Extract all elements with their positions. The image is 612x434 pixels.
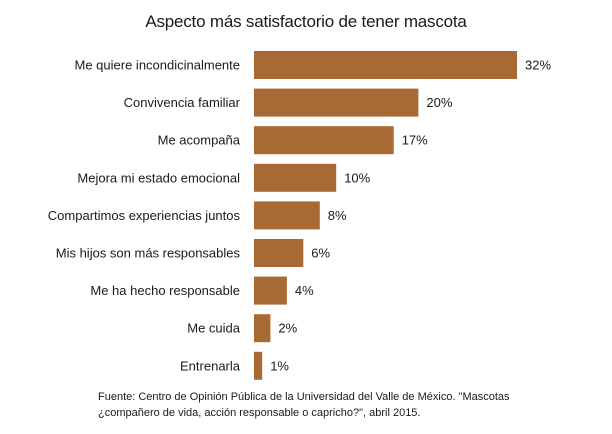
category-label: Me cuida	[187, 321, 241, 336]
source-note: Fuente: Centro de Opinión Pública de la …	[98, 389, 578, 421]
value-label: 2%	[278, 321, 297, 336]
source-line-2: ¿compañero de vida, acción responsable o…	[98, 407, 421, 419]
source-line-1: Fuente: Centro de Opinión Pública de la …	[98, 391, 510, 403]
value-label: 4%	[295, 283, 314, 298]
category-label: Convivencia familiar	[124, 95, 241, 110]
category-label: Mejora mi estado emocional	[77, 170, 240, 185]
bar-8	[254, 314, 271, 343]
category-label: Compartimos experiencias juntos	[48, 208, 241, 223]
bar-7	[254, 276, 287, 305]
bar-9	[254, 351, 263, 380]
value-label: 6%	[311, 246, 330, 261]
value-label: 1%	[270, 358, 289, 373]
bar-2	[254, 88, 419, 117]
value-labels: 32% 20% 17% 10% 8% 6% 4% 2% 1%	[270, 58, 551, 374]
bar-5	[254, 201, 320, 230]
value-label: 8%	[328, 208, 347, 223]
chart-title: Aspecto más satisfactorio de tener masco…	[145, 12, 467, 31]
bar-6	[254, 239, 304, 267]
bar-3	[254, 126, 394, 155]
category-label: Me acompaña	[158, 133, 241, 148]
category-label: Entrenarla	[180, 358, 241, 373]
value-label: 32%	[525, 58, 551, 73]
bar-4	[254, 163, 337, 192]
category-label: Me quiere incondicinalmente	[75, 58, 240, 73]
bar-1	[254, 51, 517, 79]
category-label: Mis hijos son más responsables	[56, 246, 241, 261]
category-labels: Me quiere incondicinalmente Convivencia f…	[48, 58, 241, 374]
bars	[254, 51, 517, 380]
category-label: Me ha hecho responsable	[90, 283, 240, 298]
value-label: 10%	[344, 170, 370, 185]
value-label: 17%	[402, 133, 428, 148]
value-label: 20%	[426, 95, 452, 110]
